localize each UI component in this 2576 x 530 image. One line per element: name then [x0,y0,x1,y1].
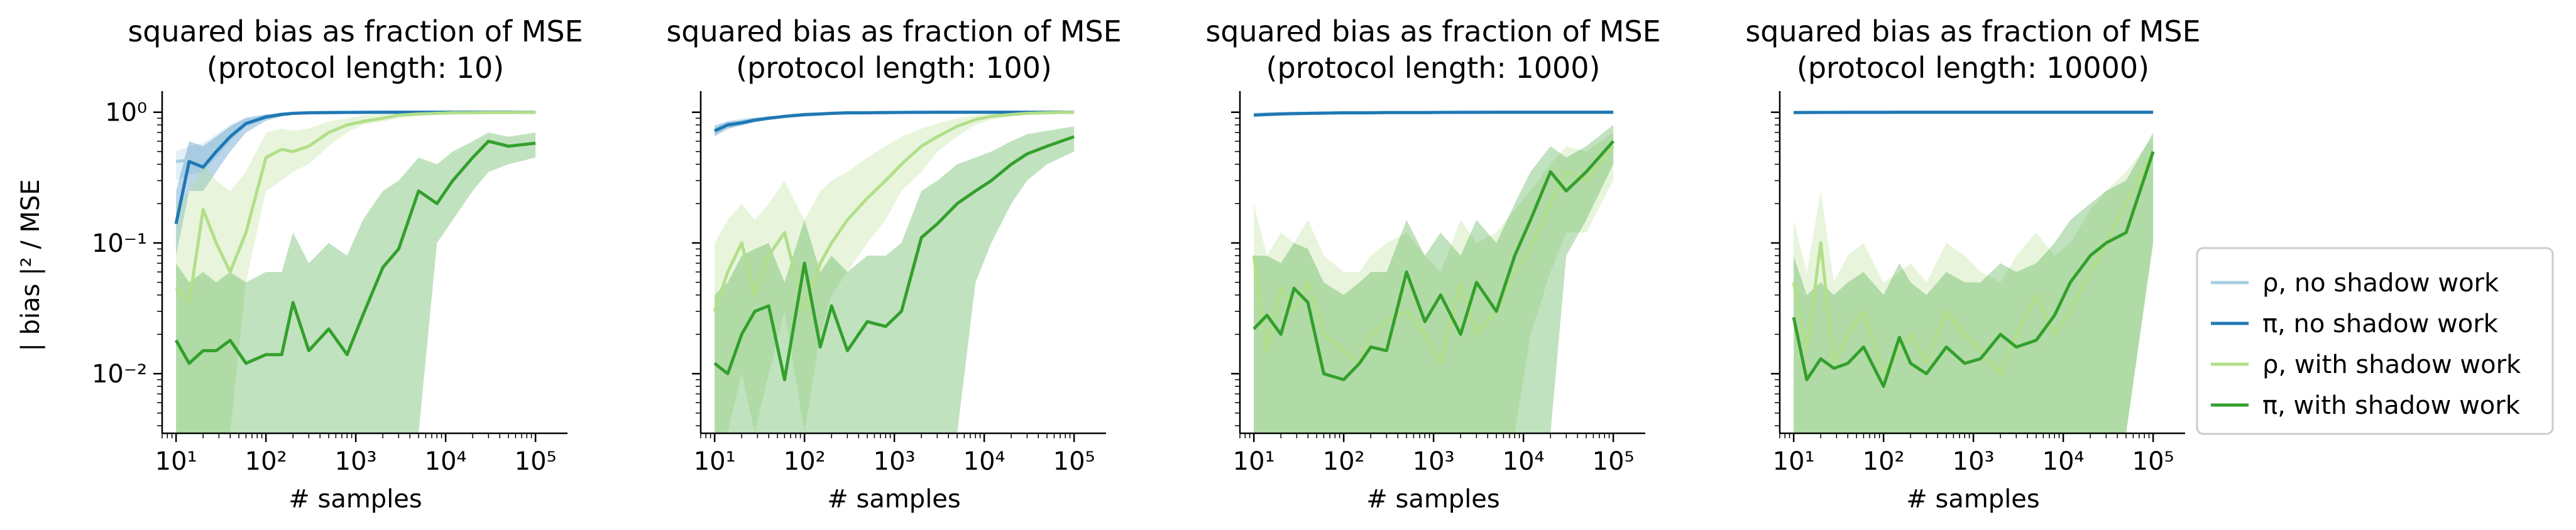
x-tick-label: 10² [1863,447,1905,476]
x-tick-label: 10¹ [1233,447,1275,476]
panel-title: squared bias as fraction of MSE [1745,14,2200,48]
chart-panel: squared bias as fraction of MSE(protocol… [1205,14,1660,514]
panel-subtitle: (protocol length: 10000) [1797,51,2149,85]
x-tick-label: 10³ [874,447,916,476]
legend-label: ρ, with shadow work [2262,350,2521,379]
x-tick-label: 10⁴ [425,447,467,476]
series-band [176,112,536,433]
series-band [715,126,1075,433]
x-tick-label: 10³ [1953,447,1995,476]
chart-panel: squared bias as fraction of MSE(protocol… [666,14,1121,514]
y-tick-label: 10⁰ [105,99,147,127]
y-tick-label: 10⁻¹ [92,229,147,258]
chart-panel: squared bias as fraction of MSE(protocol… [1745,14,2200,514]
x-tick-label: 10⁵ [1592,447,1635,476]
legend-label: π, no shadow work [2262,310,2499,338]
x-tick-label: 10⁵ [2132,447,2174,476]
legend-label: ρ, no shadow work [2262,269,2499,298]
series-line [1792,151,2155,376]
x-tick-label: 10³ [1413,447,1455,476]
x-tick-label: 10⁴ [1503,447,1545,476]
series-line [713,135,1075,382]
x-axis-label: # samples [288,485,422,514]
x-tick-label: 10¹ [694,447,736,476]
x-tick-label: 10⁵ [515,447,557,476]
series-line [1253,111,1614,117]
legend: ρ, no shadow work π, no shadow work ρ, w… [2196,247,2554,435]
series-line [1252,140,1614,382]
legend-item: π, with shadow work [2211,391,2521,420]
panel-subtitle: (protocol length: 100) [736,51,1052,85]
series-band [715,112,1075,137]
series-line [1794,111,2154,114]
legend-frame [2196,247,2554,435]
legend-item: π, no shadow work [2211,310,2499,338]
series-band [715,112,1075,433]
panel-subtitle: (protocol length: 1000) [1266,51,1601,85]
x-tick-label: 10¹ [155,447,197,476]
legend-label: π, with shadow work [2262,391,2521,420]
panel-subtitle: (protocol length: 10) [207,51,504,85]
x-tick-label: 10⁵ [1053,447,1095,476]
series-line [175,111,536,305]
x-tick-label: 10² [784,447,826,476]
legend-item: ρ, no shadow work [2211,269,2499,298]
series-line [1792,151,2155,388]
series-line [714,111,1075,132]
series-band [1794,136,2154,433]
series-band [176,132,536,433]
series-band [715,112,1075,136]
chart-panel: squared bias as fraction of MSE(protocol… [16,14,583,514]
series-line [174,139,536,365]
x-axis-label: # samples [1366,485,1500,514]
series-line [713,111,1075,313]
panel-title: squared bias as fraction of MSE [128,14,583,48]
x-tick-label: 10² [1323,447,1365,476]
panel-title: squared bias as fraction of MSE [666,14,1121,48]
x-tick-label: 10⁴ [2042,447,2085,476]
x-tick-label: 10³ [335,447,377,476]
x-tick-label: 10² [245,447,287,476]
y-tick-label: 10⁻² [92,360,147,389]
series-band [1254,132,1614,433]
legend-item: ρ, with shadow work [2211,350,2521,379]
y-axis-label: | bias |² / MSE [16,179,45,351]
panel-title: squared bias as fraction of MSE [1205,14,1660,48]
x-axis-label: # samples [827,485,961,514]
series-band [1794,132,2154,433]
x-tick-label: 10¹ [1773,447,1815,476]
x-tick-label: 10⁴ [963,447,1006,476]
x-axis-label: # samples [1906,485,2040,514]
series-band [1254,124,1614,433]
